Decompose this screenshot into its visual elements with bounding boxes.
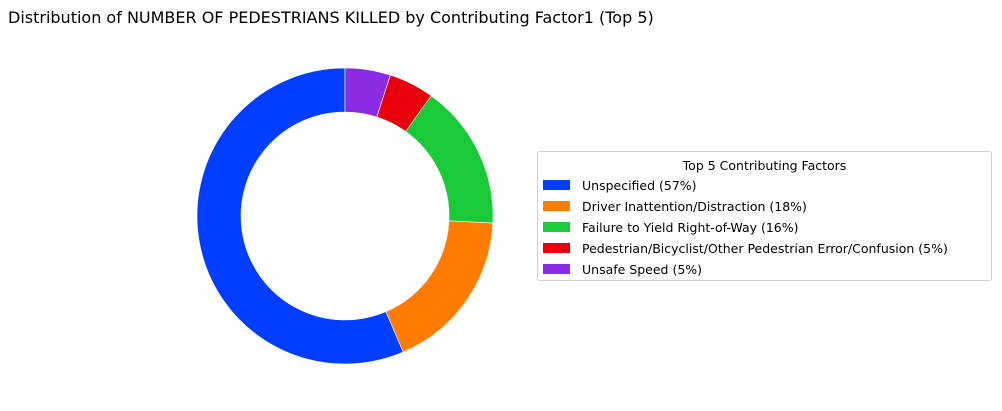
donut-slice-2 xyxy=(385,220,494,353)
donut-slice-5 xyxy=(344,67,391,118)
legend-swatch xyxy=(543,222,570,232)
donut-slice-3 xyxy=(405,95,494,224)
legend-item: Unsafe Speed (5%) xyxy=(543,261,702,277)
legend-title: Top 5 Contributing Factors xyxy=(682,158,847,173)
legend-label: Failure to Yield Right-of-Way (16%) xyxy=(582,219,799,235)
legend-label: Pedestrian/Bicyclist/Other Pedestrian Er… xyxy=(582,240,948,256)
legend: Top 5 Contributing Factors Unspecified (… xyxy=(537,151,992,281)
legend-item: Unspecified (57%) xyxy=(543,177,697,193)
legend-swatch xyxy=(543,264,570,274)
legend-item: Pedestrian/Bicyclist/Other Pedestrian Er… xyxy=(543,240,948,256)
legend-swatch xyxy=(543,243,570,253)
legend-item: Failure to Yield Right-of-Way (16%) xyxy=(543,219,799,235)
legend-swatch xyxy=(543,201,570,211)
chart-title: Distribution of NUMBER OF PEDESTRIANS KI… xyxy=(8,8,654,27)
legend-label: Unspecified (57%) xyxy=(582,177,697,193)
legend-label: Unsafe Speed (5%) xyxy=(582,261,703,277)
legend-label: Driver Inattention/Distraction (18%) xyxy=(582,198,807,214)
legend-swatch xyxy=(543,180,570,190)
legend-item: Driver Inattention/Distraction (18%) xyxy=(543,198,807,214)
donut-slice-1 xyxy=(196,67,404,365)
